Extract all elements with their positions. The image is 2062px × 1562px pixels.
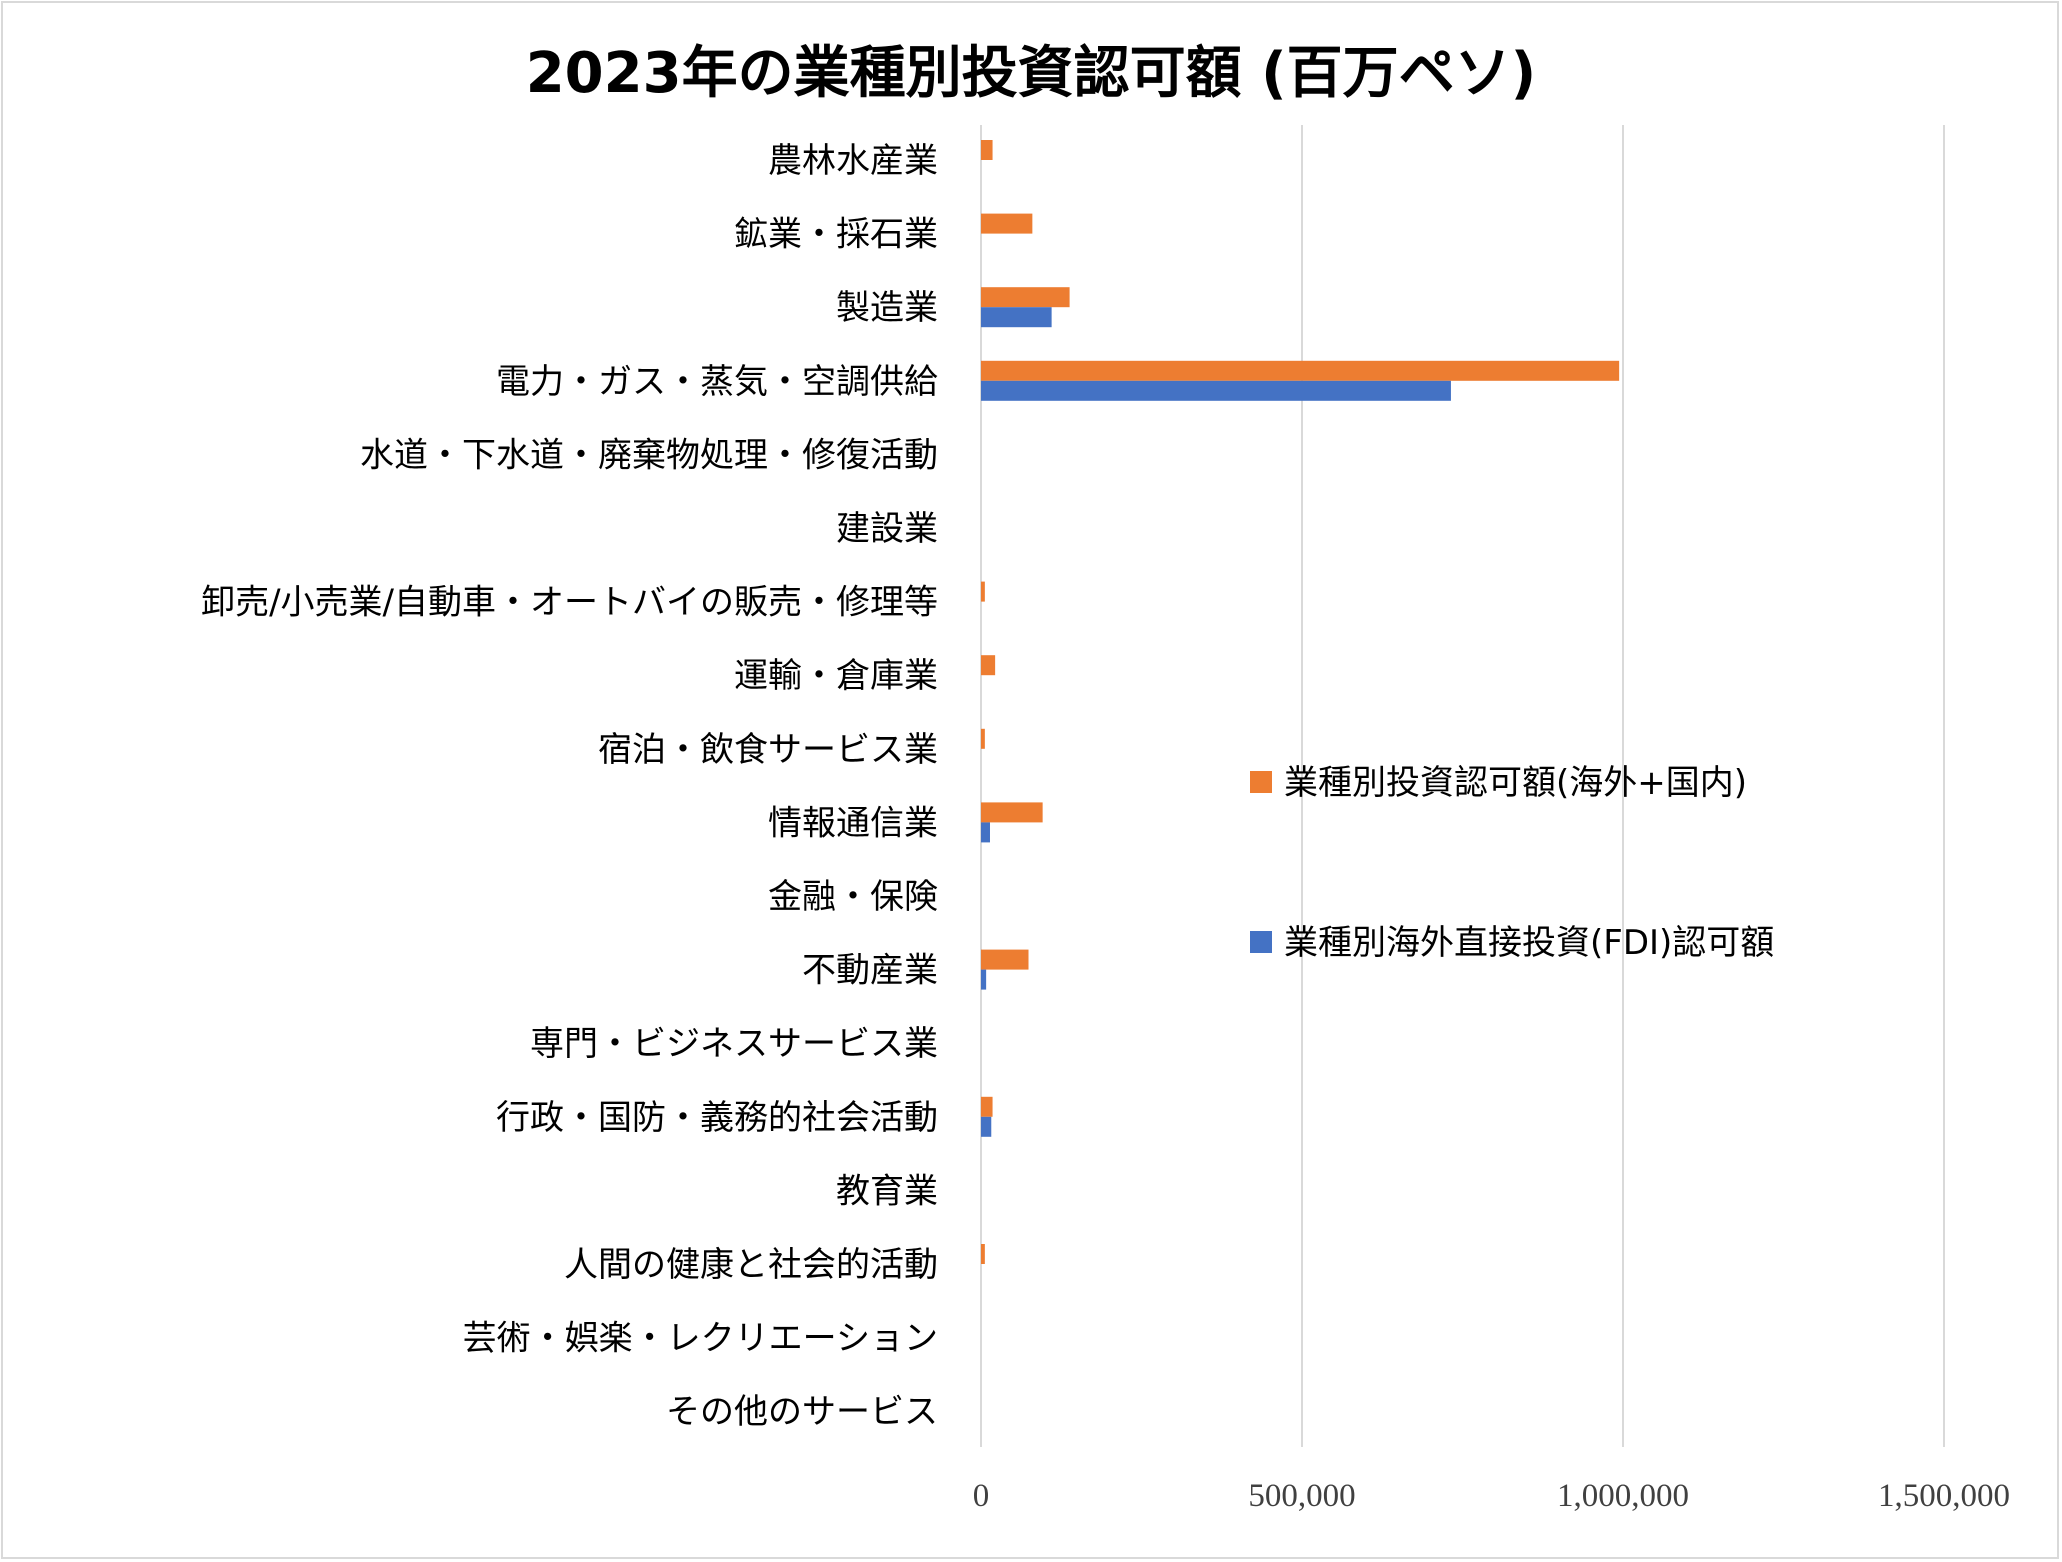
bar-total bbox=[981, 802, 1043, 823]
category-label: 行政・国防・義務的社会活動 bbox=[496, 1098, 938, 1138]
category-label: 水道・下水道・廃棄物処理・修復活動 bbox=[360, 435, 938, 475]
legend-marker bbox=[1250, 931, 1272, 953]
category-label: 製造業 bbox=[836, 288, 938, 328]
category-label: その他のサービス bbox=[666, 1392, 938, 1432]
category-label: 電力・ガス・蒸気・空調供給 bbox=[496, 362, 938, 402]
x-tick-label: 1,000,000 bbox=[1557, 1478, 1689, 1514]
category-label: 運輸・倉庫業 bbox=[734, 656, 938, 696]
bar-total bbox=[981, 1244, 985, 1264]
category-label: 金融・保険 bbox=[768, 877, 938, 917]
bar-fdi bbox=[981, 969, 987, 990]
bar-total bbox=[981, 949, 1029, 970]
category-label: 不動産業 bbox=[802, 951, 938, 991]
category-label: 芸術・娯楽・レクリエーション bbox=[463, 1319, 938, 1359]
legend-label: 業種別投資認可額(海外+国内) bbox=[1284, 763, 1747, 803]
category-label: 建設業 bbox=[836, 509, 938, 549]
bar-fdi bbox=[981, 380, 1451, 401]
category-label: 人間の健康と社会的活動 bbox=[564, 1245, 938, 1285]
bar-total bbox=[981, 287, 1070, 308]
legend-label: 業種別海外直接投資(FDI)認可額 bbox=[1284, 923, 1774, 963]
category-label: 専門・ビジネスサービス業 bbox=[530, 1024, 938, 1064]
bar-fdi bbox=[981, 822, 990, 843]
chart-title: 2023年の業種別投資認可額 (百万ペソ) bbox=[525, 41, 1537, 106]
x-tick-label: 1,500,000 bbox=[1878, 1478, 2010, 1514]
category-label: 情報通信業 bbox=[768, 803, 938, 843]
bar-total bbox=[981, 140, 993, 160]
category-label: 卸売/小売業/自動車・オートバイの販売・修理等 bbox=[201, 583, 938, 623]
bar-fdi bbox=[981, 1116, 992, 1137]
category-label: 農林水産業 bbox=[768, 141, 938, 181]
bar-total bbox=[981, 360, 1620, 381]
x-tick-label: 500,000 bbox=[1248, 1478, 1355, 1514]
bar-total bbox=[981, 728, 985, 749]
bar-fdi bbox=[981, 307, 1052, 328]
category-label: 鉱業・採石業 bbox=[734, 215, 938, 255]
category-label: 教育業 bbox=[836, 1171, 938, 1211]
legend-marker bbox=[1250, 771, 1272, 793]
bar-total bbox=[981, 213, 1033, 234]
bar-total bbox=[981, 1096, 993, 1117]
bar-total bbox=[981, 655, 996, 676]
x-tick-label: 0 bbox=[973, 1478, 990, 1514]
bar-total bbox=[981, 581, 985, 602]
category-label: 宿泊・飲食サービス業 bbox=[598, 730, 938, 770]
